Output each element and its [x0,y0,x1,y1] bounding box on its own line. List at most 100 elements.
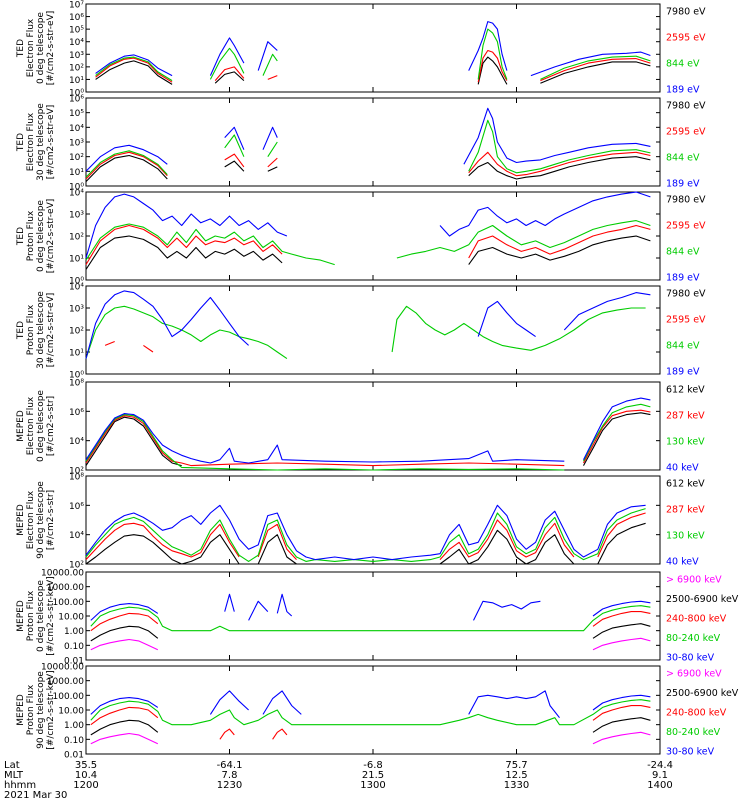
series-line [90,731,651,745]
lat-tick-label: -6.8 [363,760,383,771]
legend-entry: 189 eV [666,273,700,284]
legend-entry: 844 eV [666,59,700,70]
panel-ylabel-line: [#/cm2-s-str-eV] [46,105,56,180]
y-tick-label: 10⁴ [69,124,84,134]
series-line [90,593,651,621]
hhmm-tick-label: 1230 [217,780,242,791]
series-line [85,508,646,562]
y-tick-label: 10² [69,153,84,163]
y-tick-label: 0.10 [64,736,84,746]
panel-ylabel-line: 0 deg telescope [36,200,46,272]
legend-entry: 189 eV [666,179,700,190]
y-tick-label: 10⁷ [69,1,84,11]
y-tick-label: 10⁰ [69,371,84,381]
y-tick-label: 10² [69,327,84,337]
y-tick-label: 10⁰ [69,89,84,99]
panel-frame [85,191,661,281]
series-line [85,504,646,561]
legend-entry: 7980 eV [666,101,706,112]
mlt-tick-label: 7.8 [222,770,238,781]
legend-entry: 844 eV [666,153,700,164]
legend-entry: 80-240 keV [666,633,721,644]
panel-ylabel-line: 90 deg telescope [36,671,46,749]
series-line [85,119,651,178]
series-line [85,290,651,359]
panel-ylabel-line: Electron Flux [26,490,36,549]
y-tick-label: 0.01 [64,751,84,761]
series-line [95,56,651,85]
y-tick-label: 0.10 [64,642,84,652]
panel-ylabel-line: 30 deg telescope [36,291,46,369]
panel-ylabel-line: [#/cm2-s-str-eV] [46,199,56,274]
lat-row-label: Lat [4,760,20,771]
mlt-tick-label: 21.5 [362,770,384,781]
panel-ylabel-line: Proton Flux [26,684,36,735]
legend-entry: 2595 eV [666,127,706,138]
series-line [85,191,651,259]
y-tick-label: 10⁰ [69,277,84,287]
panel-8: 0.01 0.10 1.00 10.00 100.00 1000.00 10000.00 ME… [16,663,739,761]
panel-ylabel-line: [#/cm2-s-str] [46,490,56,550]
series-line [85,412,651,467]
series-line [85,403,651,471]
series-line [90,623,651,642]
y-tick-label: 10¹ [69,255,84,265]
y-tick-label: 10000.00 [41,663,84,673]
panel-frame [85,665,661,755]
legend-entry: 612 keV [666,385,705,396]
y-tick-label: 10⁴ [69,38,84,48]
panel-ylabel-line: 30 deg telescope [36,103,46,181]
legend-entry: 2500-6900 keV [666,688,739,699]
series-line [95,28,651,82]
panel-5: 10² 10⁴ 10⁶ 10⁸ MEPED Electron Flux 0 deg tele… [16,379,705,477]
y-tick-label: 10⁸ [69,379,84,389]
y-tick-label: 10⁶ [69,13,84,23]
legend-entry: 40 keV [666,557,699,568]
y-tick-label: 10⁴ [69,531,84,541]
series-line [85,397,651,464]
y-tick-label: 0.01 [64,657,84,667]
panel-ylabel-line: [#/cm2-s-str-keV] [46,670,56,749]
series-line [90,605,651,632]
panel-ylabel-line: Electron Flux [26,396,36,455]
legend-entry: 30-80 keV [666,653,715,664]
panel-ylabel-line: MEPED [16,600,26,632]
y-tick-label: 10³ [69,211,84,221]
y-tick-label: 10³ [69,139,84,149]
y-tick-label: 10² [69,561,84,571]
y-tick-label: 10⁰ [69,183,84,193]
series-line [95,21,651,77]
series-line [95,49,651,83]
y-tick-label: 100.00 [53,598,85,608]
panel-frame [85,381,661,471]
y-tick-label: 10³ [69,51,84,61]
panel-ylabel-line: [#/cm2-s-str] [46,396,56,456]
y-tick-label: 10³ [69,305,84,315]
panel-frame [85,97,661,187]
y-tick-label: 10⁸ [69,473,84,483]
y-tick-label: 10.00 [58,707,84,717]
y-tick-label: 1.00 [64,721,84,731]
series-line [85,107,651,172]
legend-entry: 240-800 keV [666,708,727,719]
hhmm-tick-label: 1400 [647,780,672,791]
y-tick-label: 10⁴ [69,283,84,293]
legend-entry: 287 keV [666,411,705,422]
mlt-tick-label: 10.4 [75,770,97,781]
panel-ylabel-line: MEPED [16,694,26,726]
mlt-tick-label: 9.1 [652,770,668,781]
y-tick-label: 1.00 [64,627,84,637]
y-tick-label: 10.00 [58,613,84,623]
date-label: 2021 Mar 30 [4,790,67,800]
y-tick-label: 10² [69,63,84,73]
y-tick-label: 10⁶ [69,95,84,105]
y-tick-label: 10⁶ [69,502,84,512]
legend-entry: 7980 eV [666,195,706,206]
y-tick-label: 10⁴ [69,189,84,199]
panel-ylabel-line: 90 deg telescope [36,481,46,559]
legend-entry: 7980 eV [666,289,706,300]
legend-entry: 189 eV [666,85,700,96]
y-tick-label: 10⁵ [69,109,84,119]
y-tick-label: 10⁴ [69,437,84,447]
